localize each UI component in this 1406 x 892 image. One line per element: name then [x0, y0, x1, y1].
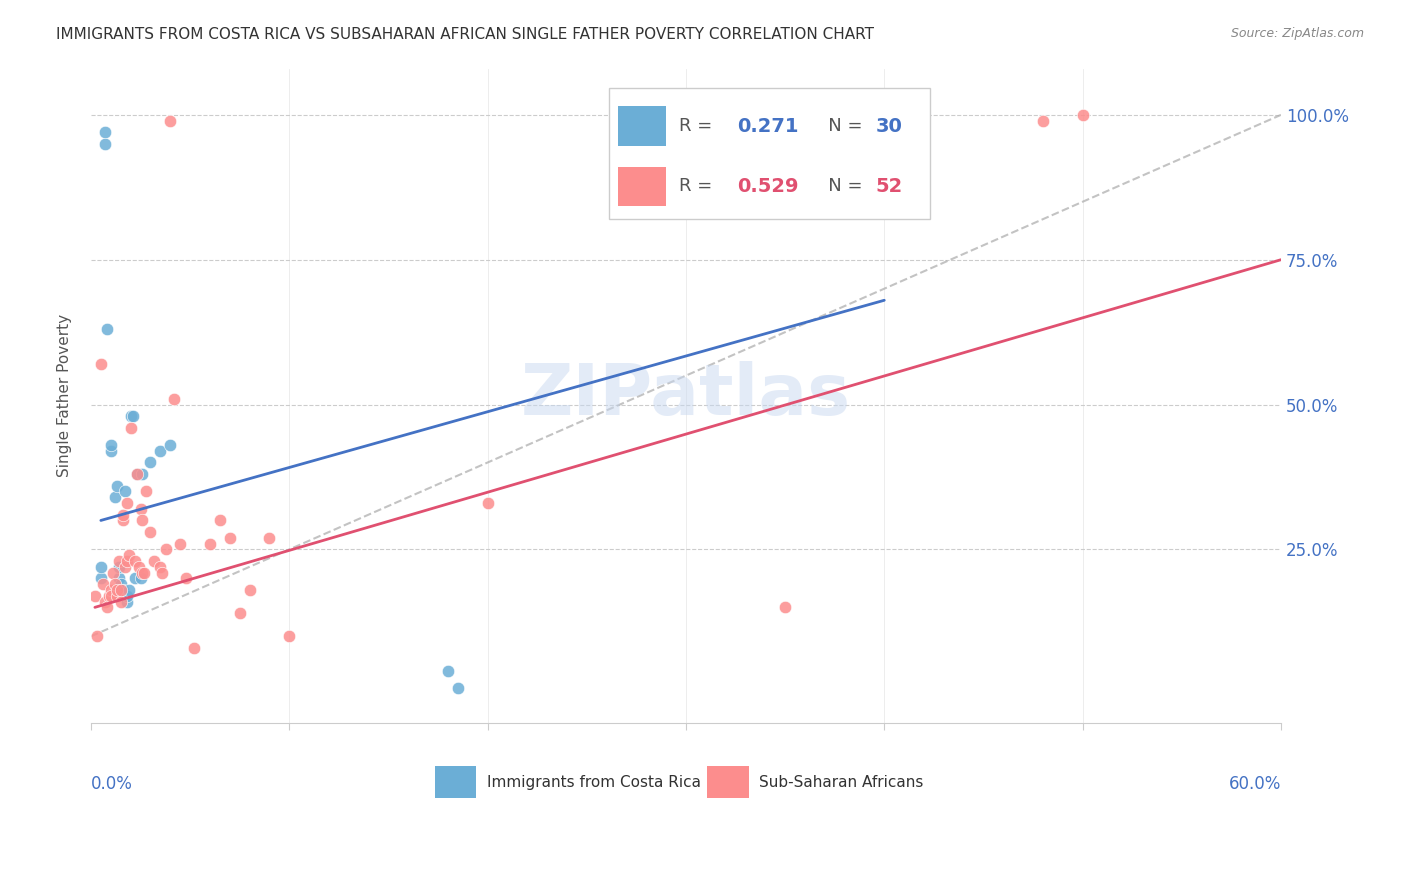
Point — [218, 531, 240, 545]
Point — [125, 467, 148, 481]
Point — [111, 513, 134, 527]
Point — [105, 478, 128, 492]
Point — [90, 571, 112, 585]
Point — [114, 559, 136, 574]
Point — [114, 484, 136, 499]
Point — [86, 629, 108, 643]
Point — [120, 409, 142, 424]
Point — [90, 357, 112, 371]
Point — [174, 571, 197, 585]
Point — [111, 508, 134, 522]
Point — [100, 589, 122, 603]
Point — [120, 421, 142, 435]
Point — [773, 600, 796, 615]
Text: 0.0%: 0.0% — [91, 775, 132, 793]
Point — [128, 559, 150, 574]
Point — [110, 577, 132, 591]
Point — [208, 513, 231, 527]
Point — [159, 113, 181, 128]
Point — [155, 542, 177, 557]
Point — [129, 571, 152, 585]
Text: Source: ZipAtlas.com: Source: ZipAtlas.com — [1230, 27, 1364, 40]
Y-axis label: Single Father Poverty: Single Father Poverty — [58, 314, 72, 477]
Point — [90, 559, 112, 574]
Point — [107, 571, 129, 585]
Point — [104, 490, 127, 504]
Point — [259, 531, 281, 545]
Point — [437, 664, 460, 678]
Point — [198, 536, 221, 550]
Point — [107, 559, 129, 574]
Point — [150, 566, 173, 580]
Point — [135, 484, 157, 499]
Point — [83, 589, 105, 603]
Point — [183, 640, 205, 655]
Point — [239, 582, 262, 597]
Point — [125, 467, 148, 481]
Point — [115, 594, 138, 608]
Point — [96, 322, 118, 336]
Point — [96, 600, 118, 615]
Point — [169, 536, 191, 550]
Point — [228, 606, 250, 620]
Point — [447, 681, 470, 696]
Point — [100, 582, 122, 597]
Point — [131, 513, 153, 527]
Point — [124, 554, 146, 568]
Point — [94, 136, 117, 151]
Point — [143, 554, 166, 568]
Point — [105, 582, 128, 597]
Point — [111, 582, 134, 597]
Point — [117, 548, 139, 562]
Point — [129, 501, 152, 516]
Point — [131, 467, 153, 481]
Point — [1071, 108, 1094, 122]
Point — [110, 582, 132, 597]
Point — [1032, 113, 1054, 128]
Point — [121, 409, 143, 424]
Point — [115, 554, 138, 568]
Point — [115, 589, 138, 603]
Text: 60.0%: 60.0% — [1229, 775, 1281, 793]
Point — [149, 444, 172, 458]
Point — [111, 589, 134, 603]
Point — [159, 438, 181, 452]
Point — [124, 571, 146, 585]
Point — [110, 582, 132, 597]
Point — [117, 582, 139, 597]
Point — [139, 455, 162, 469]
Point — [149, 559, 172, 574]
Text: ZIPatlas: ZIPatlas — [520, 361, 851, 430]
Point — [131, 566, 153, 580]
Point — [134, 566, 156, 580]
Text: IMMIGRANTS FROM COSTA RICA VS SUBSAHARAN AFRICAN SINGLE FATHER POVERTY CORRELATI: IMMIGRANTS FROM COSTA RICA VS SUBSAHARAN… — [56, 27, 875, 42]
Point — [100, 438, 122, 452]
Point — [101, 566, 124, 580]
Point — [477, 496, 499, 510]
Point — [91, 577, 114, 591]
Point — [278, 629, 301, 643]
Point — [163, 392, 186, 406]
Point — [97, 589, 120, 603]
Point — [139, 524, 162, 539]
Point — [100, 444, 122, 458]
Point — [107, 554, 129, 568]
Point — [94, 125, 117, 139]
Point — [105, 589, 128, 603]
Point — [115, 496, 138, 510]
Point — [94, 594, 117, 608]
Point — [110, 594, 132, 608]
Point — [104, 577, 127, 591]
